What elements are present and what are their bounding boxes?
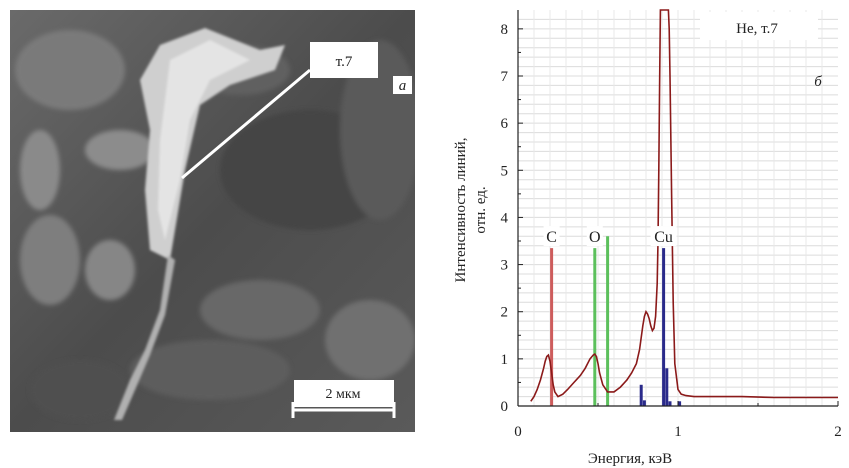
y-tick-label: 3 [501, 258, 509, 274]
corner-label-box [700, 12, 818, 40]
chart-grid [518, 10, 838, 406]
y-tick-label: 6 [501, 116, 509, 132]
point-pointer-line [181, 68, 311, 180]
spectrum-curve [530, 9, 838, 402]
panel-letter-box [393, 76, 412, 94]
point-label: т.7 [336, 54, 353, 70]
scale-bar-box [294, 380, 394, 407]
corner-label: Не, т.7 [736, 21, 778, 37]
y-tick-label: 1 [501, 352, 509, 368]
x-tick-label: 0 [514, 424, 522, 440]
element-label-o: O [589, 229, 601, 246]
point-label-box [310, 42, 378, 78]
element-label-box [586, 226, 603, 247]
chart-axes [517, 10, 839, 407]
y-tick-label: 8 [501, 22, 509, 38]
x-axis-label: Энергия, кэВ [588, 451, 672, 467]
element-label-cu: Cu [654, 229, 673, 246]
scale-bar-label: 2 мкм [325, 387, 360, 402]
element-lines [550, 236, 682, 406]
y-tick-label: 2 [501, 305, 509, 321]
y-tick-label: 7 [501, 69, 509, 85]
element-label-c: C [546, 229, 557, 246]
tick-labels: 0 1 2 3 4 5 6 7 8 0 1 2 [501, 22, 842, 440]
particle-flake [114, 28, 285, 420]
edx-spectrum-chart: 0 1 2 3 4 5 6 7 8 0 1 2 C O Cu Не, т.7 б Энергия, кэВ… [453, 9, 842, 467]
panel-letter-a: а [399, 78, 407, 94]
y-tick-label: 5 [501, 163, 509, 179]
element-label-box [650, 226, 677, 247]
panel-letter-b: б [814, 74, 822, 90]
x-tick-label: 1 [674, 424, 682, 440]
y-axis-label: Интенсивность линий, отн. ед. [453, 138, 489, 283]
y-tick-label: 0 [501, 399, 509, 415]
y-tick-label: 4 [501, 210, 509, 226]
x-tick-label: 2 [834, 424, 842, 440]
element-label-box [543, 226, 560, 247]
sem-micrograph: т.7 а 2 мкм [10, 10, 415, 432]
element-labels: C O Cu [543, 226, 677, 247]
